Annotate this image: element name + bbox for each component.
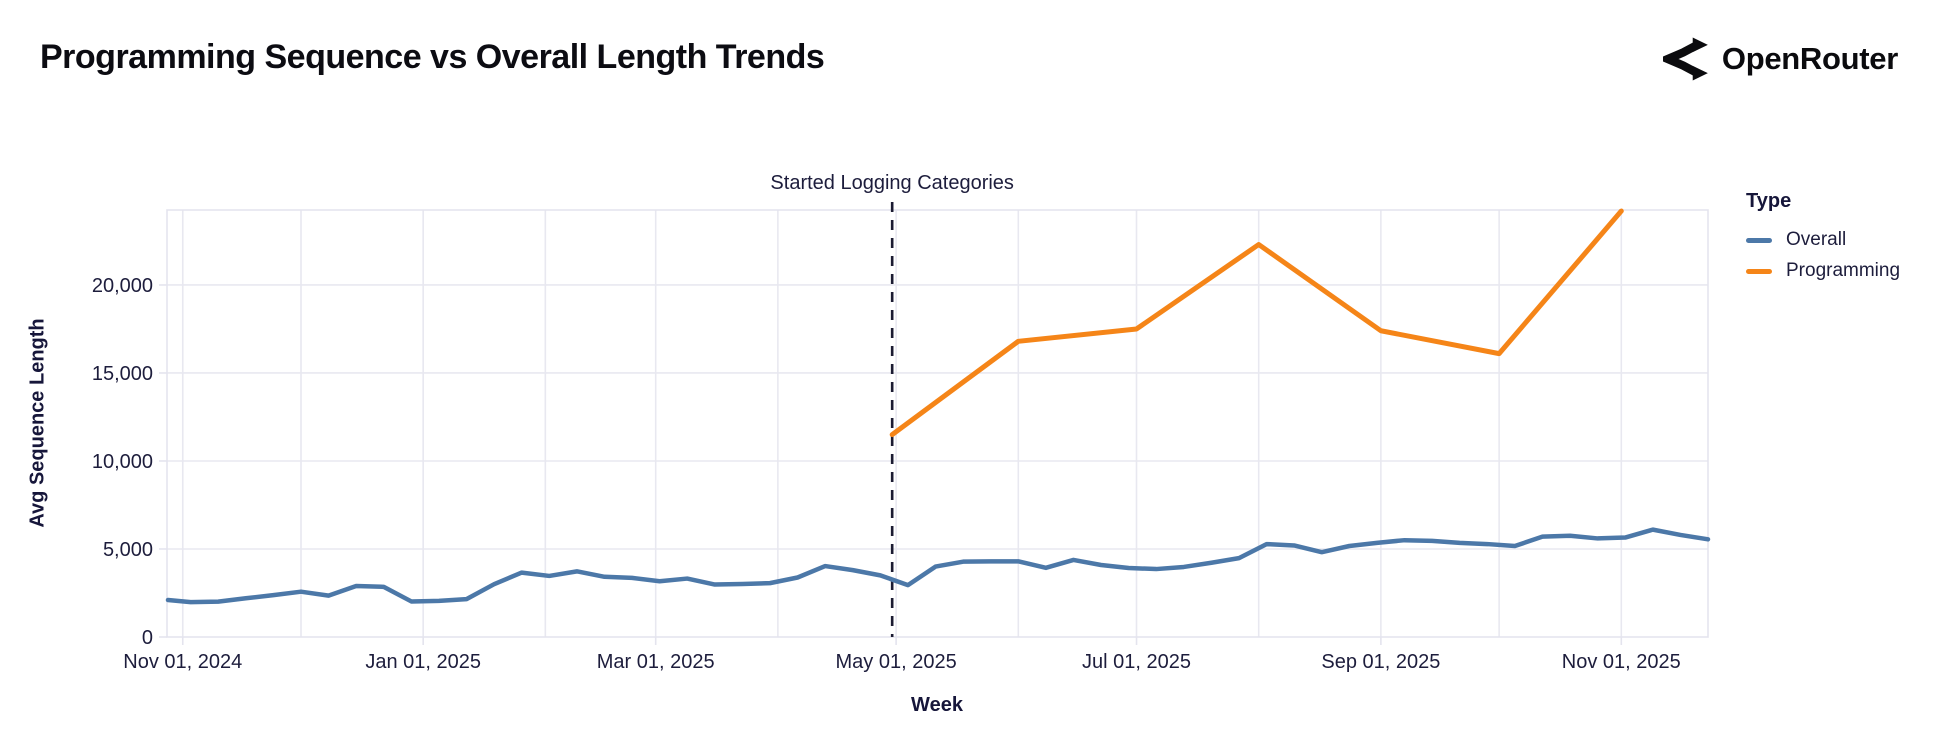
- legend-title: Type: [1746, 190, 1792, 212]
- legend-label-overall: Overall: [1786, 229, 1847, 250]
- y-tick-label: 10,000: [92, 451, 153, 473]
- legend-item-programming: Programming: [1746, 260, 1900, 282]
- plot-border: [166, 209, 1709, 638]
- y-tick-label: 15,000: [92, 363, 153, 385]
- x-tick-label: Mar 01, 2025: [597, 651, 715, 673]
- x-tick-label: Sep 01, 2025: [1321, 651, 1440, 673]
- brand-name: OpenRouter: [1721, 41, 1898, 76]
- legend-item-overall: Overall: [1746, 229, 1900, 251]
- legend: Type Overall Programming: [1746, 190, 1900, 291]
- series-line-programming: [889, 208, 1624, 438]
- x-tick-label: Jul 01, 2025: [1082, 651, 1191, 673]
- legend-label-programming: Programming: [1786, 260, 1901, 281]
- x-tick-label: Jan 01, 2025: [365, 651, 481, 673]
- x-tick-label: Nov 01, 2024: [123, 651, 242, 673]
- annotation-label: Started Logging Categories: [770, 172, 1014, 194]
- series-line-overall: [165, 527, 1711, 605]
- x-axis-title: Week: [911, 694, 963, 716]
- y-tick-label: 0: [142, 627, 153, 649]
- programming-line-swatch: [1746, 268, 1772, 274]
- y-axis-title: Avg Sequence Length: [26, 318, 49, 528]
- overall-line-swatch: [1746, 237, 1772, 243]
- brand-logo: OpenRouter: [1662, 36, 1898, 82]
- page-title: Programming Sequence vs Overall Length T…: [40, 38, 825, 76]
- x-tick-label: May 01, 2025: [836, 651, 957, 673]
- openrouter-icon: [1662, 36, 1709, 82]
- y-tick-label: 5,000: [103, 539, 153, 561]
- x-tick-label: Nov 01, 2025: [1562, 651, 1681, 673]
- y-tick-label: 20,000: [92, 275, 153, 297]
